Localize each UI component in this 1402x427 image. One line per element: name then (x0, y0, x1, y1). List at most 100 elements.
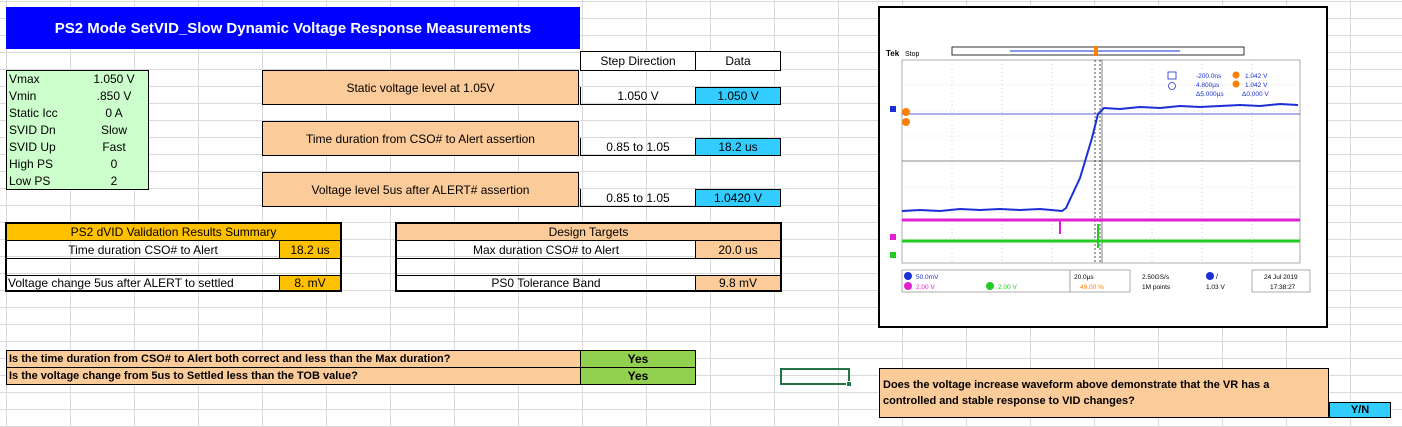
question-1-answer-text: Yes (627, 352, 649, 366)
timebase-panel (1069, 269, 1131, 293)
ch3-badge (904, 282, 912, 290)
trigger-slope-icon: / (1216, 274, 1218, 281)
param-row[interactable]: Low PS 2 (7, 173, 148, 190)
measurement-step-cell[interactable]: 0.85 to 1.05 (580, 138, 696, 156)
ch1-waveform (901, 102, 1299, 213)
scope-date: 24 Jul 2019 (1264, 274, 1298, 281)
ch4-scale: 2.00 V (998, 284, 1017, 291)
measurement-data: 1.0420 V (713, 191, 763, 205)
header-step-direction-text: Step Direction (600, 54, 676, 68)
trigger-position: 49.00 % (1080, 284, 1104, 291)
selected-cell[interactable] (780, 368, 850, 385)
readout-b-icon (1232, 80, 1240, 88)
measurement-step-cell[interactable]: 0.85 to 1.05 (580, 189, 696, 207)
summary-row1-label-cell[interactable]: Time duration CSO# to Alert (7, 241, 279, 258)
record-length: 1M points (1142, 284, 1171, 291)
measurement-step: 1.050 V (617, 88, 659, 103)
param-row[interactable]: Static Icc 0 A (7, 105, 148, 122)
question-2-answer[interactable]: Yes (580, 367, 696, 385)
ch1-badge (904, 272, 912, 280)
param-row[interactable]: SVID Up Fast (7, 139, 148, 156)
design-targets-title[interactable]: Design Targets (397, 224, 780, 241)
param-label: High PS (9, 157, 54, 171)
measurement-data-cell[interactable]: 18.2 us (695, 138, 781, 156)
question-1-answer[interactable]: Yes (580, 350, 696, 368)
datetime-panel (1251, 269, 1311, 293)
ch4-marker (890, 252, 896, 258)
measurement-data-cell[interactable]: 1.050 V (695, 87, 781, 105)
trigger-marker (1094, 46, 1098, 56)
param-value: 1.050 V (93, 72, 135, 86)
targets-row2-label: PS0 Tolerance Band (491, 276, 601, 290)
oscilloscope-screenshot[interactable]: Tek Stop (878, 6, 1328, 328)
summary-title[interactable]: PS2 dVID Validation Results Summary (7, 224, 340, 241)
measurement-step: 0.85 to 1.05 (606, 190, 670, 205)
page-title[interactable]: PS2 Mode SetVID_Slow Dynamic Voltage Res… (6, 7, 580, 49)
page-title-text: PS2 Mode SetVID_Slow Dynamic Voltage Res… (54, 19, 532, 37)
measurement-data: 1.050 V (717, 89, 759, 103)
summary-row1-value: 18.2 us (290, 242, 330, 257)
measurement-voltage-after-alert[interactable]: Voltage level 5us after ALERT# assertion (262, 172, 579, 207)
waveform-answer: Y/N (1350, 404, 1370, 416)
param-label: Static Icc (9, 106, 58, 120)
summary-row2-label-cell[interactable]: Voltage change 5us after ALERT to settle… (7, 275, 279, 290)
measurement-data-cell[interactable]: 1.0420 V (695, 189, 781, 207)
ch3-scale: 2.00 V (916, 284, 935, 291)
param-row[interactable]: High PS 0 (7, 156, 148, 173)
readout-box-icon (1167, 71, 1177, 80)
header-data-text: Data (725, 54, 751, 68)
measurement-label: Time duration from CSO# to Alert asserti… (306, 131, 535, 146)
readout-delta-t: Δ5.000µs (1196, 91, 1224, 98)
parameters-table: Vmax 1.050 V Vmin .850 V Static Icc 0 A … (6, 70, 149, 190)
measurement-static-voltage[interactable]: Static voltage level at 1.05V (262, 70, 579, 105)
readout-delta-v: Δ0.000 V (1242, 91, 1269, 98)
param-row[interactable]: Vmin .850 V (7, 88, 148, 105)
cursor-b-marker (902, 108, 910, 116)
param-label: SVID Up (9, 140, 56, 154)
targets-row2-value-cell[interactable]: 9.8 mV (695, 275, 780, 290)
fill-handle[interactable] (846, 381, 852, 387)
summary-row2-value-cell[interactable]: 8. mV (279, 275, 340, 290)
param-label: SVID Dn (9, 123, 56, 137)
measurement-cso-alert-time[interactable]: Time duration from CSO# to Alert asserti… (262, 121, 579, 156)
measurement-label: Voltage level 5us after ALERT# assertion (311, 182, 530, 197)
measurement-step-cell[interactable]: 1.050 V (580, 87, 696, 105)
graticule (901, 59, 1301, 264)
cursor-a-marker (902, 118, 910, 126)
summary-spacer (7, 258, 340, 275)
targets-row2-label-cell[interactable]: PS0 Tolerance Band (397, 275, 695, 290)
waveform-question[interactable]: Does the voltage increase waveform above… (879, 368, 1329, 418)
param-row[interactable]: SVID Dn Slow (7, 122, 148, 139)
header-data[interactable]: Data (695, 51, 781, 71)
ch3-marker (890, 234, 896, 240)
targets-row1-value-cell[interactable]: 20.0 us (695, 241, 780, 258)
readout-circle-icon (1168, 82, 1176, 90)
question-2[interactable]: Is the voltage change from 5us to Settle… (6, 367, 581, 385)
summary-row1-value-cell[interactable]: 18.2 us (279, 241, 340, 258)
readout-dt: -200.0ns (1196, 73, 1222, 80)
waveform-answer-cell[interactable]: Y/N (1329, 402, 1391, 418)
targets-spacer (397, 258, 780, 275)
readout-vb: 1.042 V (1245, 82, 1268, 89)
param-label: Vmin (9, 89, 37, 103)
question-1[interactable]: Is the time duration from CSO# to Alert … (6, 350, 581, 368)
scope-brand: Tek (886, 49, 900, 58)
timebase: 20.0µs (1074, 274, 1094, 281)
targets-row1-value: 20.0 us (718, 242, 758, 257)
summary-box (5, 222, 342, 292)
ch4-badge (986, 282, 994, 290)
param-label: Low PS (9, 174, 51, 188)
question-2-text: Is the voltage change from 5us to Settle… (9, 370, 358, 382)
summary-row1-label: Time duration CSO# to Alert (68, 242, 218, 257)
summary-row2-label: Voltage change 5us after ALERT to settle… (8, 276, 234, 290)
param-value: 2 (110, 174, 118, 188)
header-step-direction[interactable]: Step Direction (580, 51, 696, 71)
ch1-scale: 50.0mV (916, 274, 939, 281)
trigger-source-badge (1206, 272, 1214, 280)
param-row[interactable]: Vmax 1.050 V (7, 71, 148, 88)
targets-row1-label-cell[interactable]: Max duration CSO# to Alert (397, 241, 695, 258)
readout-t: 4.800µs (1196, 82, 1220, 89)
sample-rate: 2.50GS/s (1142, 274, 1170, 281)
param-value: 0 A (105, 106, 123, 120)
oscilloscope-svg: Tek Stop (886, 46, 1311, 293)
